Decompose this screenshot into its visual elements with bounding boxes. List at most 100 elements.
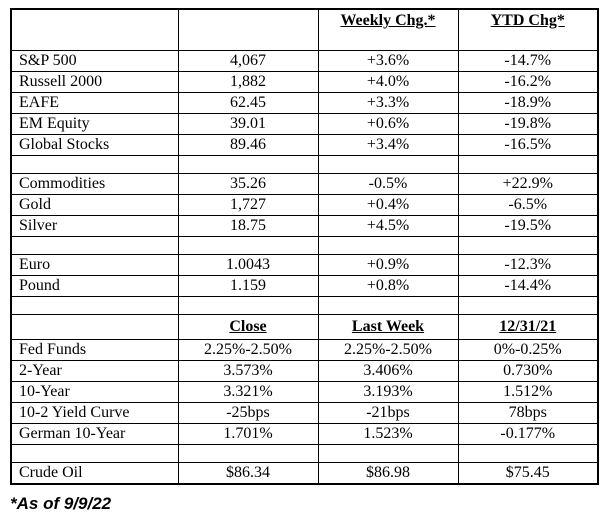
- value-cell: +0.4%: [317, 194, 459, 216]
- column-header-cell: [177, 8, 319, 51]
- table-row: Commodities 35.26 -0.5% +22.9%: [10, 173, 599, 195]
- row-label-cell: Russell 2000: [10, 71, 179, 93]
- column-header-cell: Close: [177, 314, 319, 340]
- value-cell: 62.45: [177, 92, 319, 114]
- value-cell: +3.4%: [317, 134, 459, 156]
- value-cell: $86.98: [317, 462, 459, 485]
- value-cell: 4,067: [177, 50, 319, 72]
- value-cell: -25bps: [177, 402, 319, 424]
- value-cell: -16.2%: [457, 71, 599, 93]
- table-row: S&P 500 4,067 +3.6% -14.7%: [10, 50, 599, 72]
- value-cell: +4.5%: [317, 215, 459, 237]
- column-header-cell: Last Week: [317, 314, 459, 340]
- table-row: Silver 18.75 +4.5% -19.5%: [10, 215, 599, 237]
- table-row: EAFE 62.45 +3.3% -18.9%: [10, 92, 599, 114]
- spacer-cell: [317, 155, 459, 174]
- value-cell: -21bps: [317, 402, 459, 424]
- value-cell: +0.9%: [317, 254, 459, 276]
- table-row: Euro 1.0043 +0.9% -12.3%: [10, 254, 599, 276]
- table-row: 10-2 Yield Curve -25bps -21bps 78bps: [10, 402, 599, 424]
- column-header-label: YTD Chg*: [490, 12, 565, 29]
- value-cell: +3.6%: [317, 50, 459, 72]
- spacer-cell: [457, 444, 599, 463]
- value-cell: -14.7%: [457, 50, 599, 72]
- row-label-cell: 10-2 Yield Curve: [10, 402, 179, 424]
- as-of-footnote: *As of 9/9/22: [10, 494, 112, 513]
- row-label-cell: EAFE: [10, 92, 179, 114]
- row-label-cell: Global Stocks: [10, 134, 179, 156]
- table-row: 2-Year 3.573% 3.406% 0.730%: [10, 360, 599, 382]
- row-label-cell: Pound: [10, 275, 179, 297]
- column-header-cell: Weekly Chg.*: [317, 8, 459, 51]
- value-cell: 1.512%: [457, 381, 599, 403]
- value-cell: 3.406%: [317, 360, 459, 382]
- table-row: EM Equity 39.01 +0.6% -19.8%: [10, 113, 599, 135]
- value-cell: 1,727: [177, 194, 319, 216]
- value-cell: -12.3%: [457, 254, 599, 276]
- row-label-cell: Fed Funds: [10, 339, 179, 361]
- spacer-cell: [10, 444, 179, 463]
- spacer-cell: [457, 236, 599, 255]
- value-cell: 0.730%: [457, 360, 599, 382]
- header-row: Close Last Week 12/31/21: [10, 314, 599, 340]
- row-label-cell: Gold: [10, 194, 179, 216]
- value-cell: 3.573%: [177, 360, 319, 382]
- row-label-cell: Crude Oil: [10, 462, 179, 485]
- row-label-cell: German 10-Year: [10, 423, 179, 445]
- spacer-cell: [177, 155, 319, 174]
- spacer-cell: [317, 236, 459, 255]
- spacer-cell: [177, 236, 319, 255]
- value-cell: -0.5%: [317, 173, 459, 195]
- table-row: Pound 1.159 +0.8% -14.4%: [10, 275, 599, 297]
- row-label-cell: 10-Year: [10, 381, 179, 403]
- column-header-label: Weekly Chg.*: [340, 12, 436, 29]
- spacer-cell: [457, 296, 599, 315]
- column-header-cell: [10, 8, 179, 51]
- value-cell: +22.9%: [457, 173, 599, 195]
- value-cell: 3.321%: [177, 381, 319, 403]
- row-label-cell: Commodities: [10, 173, 179, 195]
- spacer-row: [10, 296, 599, 315]
- value-cell: -6.5%: [457, 194, 599, 216]
- table-row: Fed Funds 2.25%-2.50% 2.25%-2.50% 0%-0.25%: [10, 339, 599, 361]
- column-header-label: Last Week: [351, 318, 425, 336]
- value-cell: 2.25%-2.50%: [317, 339, 459, 361]
- value-cell: +3.3%: [317, 92, 459, 114]
- value-cell: 78bps: [457, 402, 599, 424]
- value-cell: -19.8%: [457, 113, 599, 135]
- value-cell: -19.5%: [457, 215, 599, 237]
- spacer-row: [10, 155, 599, 174]
- value-cell: 2.25%-2.50%: [177, 339, 319, 361]
- value-cell: 1.523%: [317, 423, 459, 445]
- table-row: Gold 1,727 +0.4% -6.5%: [10, 194, 599, 216]
- table-row: Global Stocks 89.46 +3.4% -16.5%: [10, 134, 599, 156]
- row-label-cell: S&P 500: [10, 50, 179, 72]
- value-cell: 0%-0.25%: [457, 339, 599, 361]
- value-cell: 1.701%: [177, 423, 319, 445]
- value-cell: 35.26: [177, 173, 319, 195]
- row-label-cell: Euro: [10, 254, 179, 276]
- value-cell: $86.34: [177, 462, 319, 485]
- column-header-cell: [10, 314, 179, 340]
- spacer-cell: [317, 296, 459, 315]
- header-row: Weekly Chg.* YTD Chg*: [10, 8, 599, 51]
- spacer-cell: [10, 296, 179, 315]
- table-row: 10-Year 3.321% 3.193% 1.512%: [10, 381, 599, 403]
- spacer-cell: [177, 296, 319, 315]
- spacer-cell: [457, 155, 599, 174]
- value-cell: 39.01: [177, 113, 319, 135]
- row-label-cell: 2-Year: [10, 360, 179, 382]
- spacer-cell: [10, 155, 179, 174]
- table-row: Russell 2000 1,882 +4.0% -16.2%: [10, 71, 599, 93]
- value-cell: +0.6%: [317, 113, 459, 135]
- value-cell: -0.177%: [457, 423, 599, 445]
- value-cell: +4.0%: [317, 71, 459, 93]
- value-cell: $75.45: [457, 462, 599, 485]
- value-cell: -16.5%: [457, 134, 599, 156]
- spacer-row: [10, 236, 599, 255]
- spacer-cell: [177, 444, 319, 463]
- market-table-body: Weekly Chg.* YTD Chg* S&P 500 4,067 +3.6% -14…: [10, 8, 599, 485]
- table-row: Crude Oil $86.34 $86.98 $75.45: [10, 462, 599, 485]
- row-label-cell: Silver: [10, 215, 179, 237]
